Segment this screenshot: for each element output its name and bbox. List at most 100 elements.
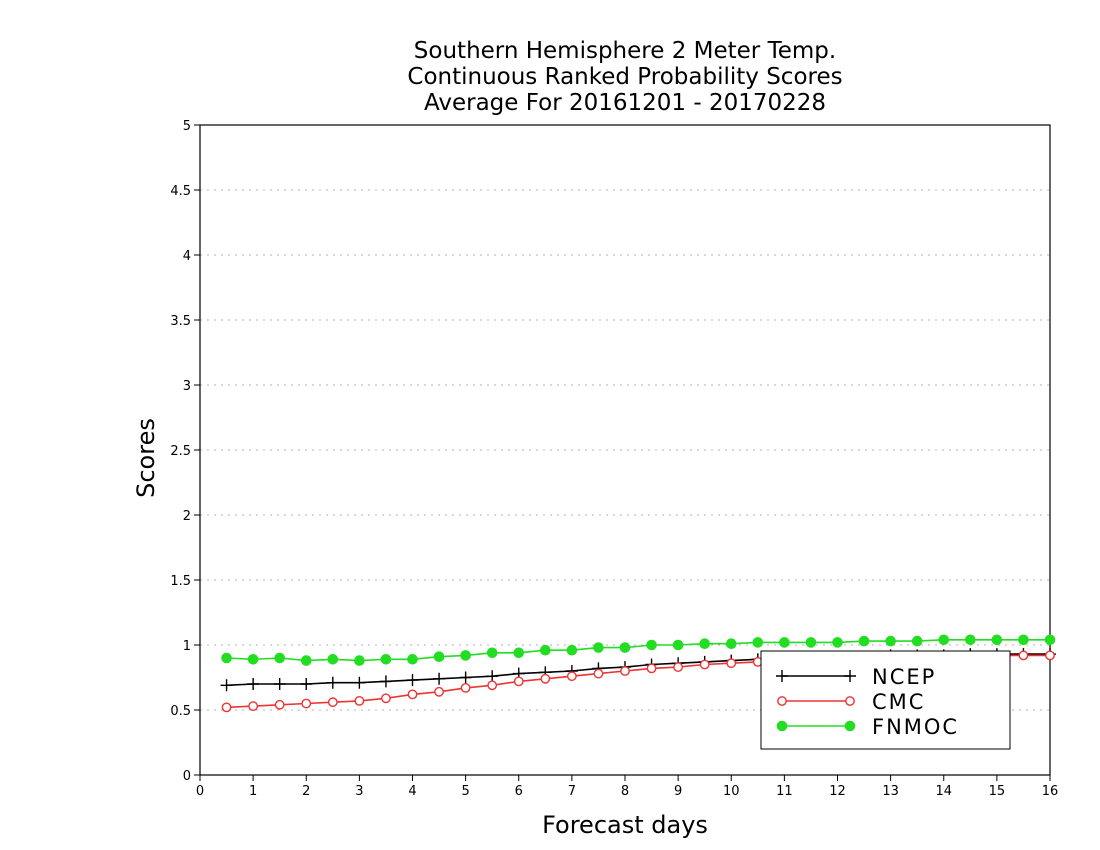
fnmoc-point <box>832 637 843 648</box>
x-tick-label: 10 <box>723 784 740 799</box>
fnmoc-point <box>938 634 950 646</box>
y-axis-ticks: 0 0.5 1 1.5 2 2.5 3 3.5 4 4.5 5 <box>170 119 200 784</box>
ncep-point <box>353 676 366 689</box>
legend-label: NCEP <box>872 665 936 689</box>
legend-marker <box>776 670 788 682</box>
ncep-point <box>459 671 472 684</box>
x-tick-label: 15 <box>989 784 1006 799</box>
cmc-point <box>274 699 285 710</box>
legend-marker <box>844 720 856 732</box>
x-tick-label: 9 <box>674 784 682 799</box>
legend-item-cmc: CMC <box>777 690 925 714</box>
fnmoc-point <box>354 655 365 666</box>
x-tick-label: 1 <box>249 784 257 799</box>
x-tick-label: 5 <box>461 784 469 799</box>
y-tick-label: 4 <box>183 249 191 264</box>
cmc-point <box>327 697 338 708</box>
legend-marker <box>776 720 788 732</box>
x-tick-label: 16 <box>1042 784 1059 799</box>
gridlines <box>200 189 1050 711</box>
ncep-point <box>273 678 286 690</box>
y-tick-label: 2 <box>183 509 191 524</box>
fnmoc-point <box>779 637 790 648</box>
fnmoc-point <box>752 637 764 648</box>
cmc-point <box>1018 650 1029 661</box>
fnmoc-point <box>407 654 418 665</box>
fnmoc-point <box>965 634 976 646</box>
cmc-point <box>487 680 498 691</box>
y-tick-label: 0.5 <box>170 704 191 719</box>
fnmoc-point <box>1044 634 1056 646</box>
chart-title: Southern Hemisphere 2 Meter Temp. Contin… <box>407 38 842 116</box>
fnmoc-point <box>247 654 259 665</box>
fnmoc-point <box>460 650 471 661</box>
fnmoc-point <box>380 654 392 665</box>
x-tick-label: 8 <box>621 784 629 799</box>
x-tick-label: 13 <box>882 784 899 799</box>
y-tick-label: 0 <box>183 769 191 784</box>
y-tick-label: 2.5 <box>170 444 191 459</box>
cmc-point <box>354 696 365 706</box>
ncep-point <box>326 676 339 689</box>
fnmoc-point <box>593 642 604 653</box>
legend-label: FNMOC <box>872 715 959 739</box>
cmc-point <box>540 673 551 684</box>
cmc-point <box>248 701 259 711</box>
legend-item-ncep: NCEP <box>776 665 936 689</box>
legend-label: CMC <box>872 690 925 714</box>
fnmoc-point <box>513 647 525 659</box>
fnmoc-point <box>540 644 551 656</box>
plot-frame <box>199 124 1051 776</box>
fnmoc-point <box>646 639 657 651</box>
cmc-point <box>513 676 524 687</box>
ncep-point <box>406 674 419 687</box>
x-tick-label: 6 <box>515 784 523 799</box>
fnmoc-point <box>699 638 710 650</box>
cmc-point <box>673 662 684 672</box>
fnmoc-point <box>300 655 312 666</box>
x-tick-label: 3 <box>355 784 363 799</box>
legend-box <box>760 650 1011 750</box>
fnmoc-point <box>619 642 631 653</box>
ncep-point <box>379 675 392 688</box>
ncep-point <box>220 679 233 692</box>
chart-title-line-3: Average For 20161201 - 20170228 <box>424 90 826 116</box>
ncep-point <box>486 670 499 683</box>
x-tick-label: 0 <box>196 784 204 799</box>
cmc-point <box>646 663 657 674</box>
x-tick-label: 4 <box>408 784 416 799</box>
x-tick-label: 2 <box>302 784 310 799</box>
cmc-point <box>726 658 737 669</box>
y-tick-label: 5 <box>183 119 191 134</box>
fnmoc-point <box>274 652 285 664</box>
cmc-point <box>699 659 710 670</box>
fnmoc-point <box>991 634 1003 646</box>
y-tick-label: 1.5 <box>170 574 191 589</box>
chart-title-line-2: Continuous Ranked Probability Scores <box>407 64 842 90</box>
fnmoc-point <box>221 652 232 664</box>
cmc-point <box>221 702 232 713</box>
legend-marker <box>844 670 856 682</box>
legend-item-fnmoc: FNMOC <box>776 715 959 739</box>
y-tick-label: 3 <box>183 379 191 394</box>
fnmoc-point <box>327 654 339 665</box>
y-tick-label: 3.5 <box>170 314 191 329</box>
legend-marker <box>845 696 855 706</box>
fnmoc-point <box>885 635 896 647</box>
fnmoc-point <box>486 647 498 659</box>
fnmoc-point <box>1018 634 1029 646</box>
ncep-point <box>247 678 260 690</box>
x-tick-label: 7 <box>568 784 576 799</box>
series-fnmoc <box>221 634 1056 666</box>
x-tick-label: 12 <box>829 784 846 799</box>
cmc-point <box>407 689 418 700</box>
fnmoc-point <box>566 644 578 656</box>
ncep-point <box>433 672 446 685</box>
fnmoc-point <box>805 637 817 648</box>
y-axis-label: Scores <box>132 418 160 498</box>
fnmoc-point <box>672 639 684 651</box>
y-tick-label: 1 <box>183 639 191 654</box>
ncep-point <box>300 678 313 690</box>
